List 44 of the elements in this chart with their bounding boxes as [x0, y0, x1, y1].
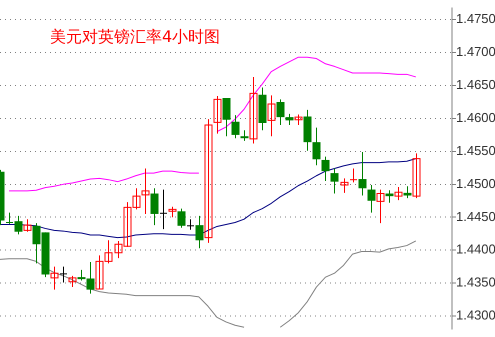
candlestick [222, 98, 230, 137]
candlestick [60, 266, 68, 283]
candlestick [250, 76, 258, 144]
candlestick [286, 113, 294, 126]
candlestick [186, 218, 194, 230]
candlestick [404, 186, 412, 199]
y-tick-label: 1.4650 [456, 77, 495, 92]
candlestick [204, 118, 212, 244]
candlestick [358, 152, 366, 196]
candlestick [168, 206, 176, 218]
candlestick [340, 178, 348, 194]
candlestick [160, 189, 168, 230]
y-tick-label: 1.4400 [456, 242, 495, 257]
candlestick [68, 275, 76, 288]
y-tick-label: 1.4750 [456, 11, 495, 26]
text: 美元对英镑汇率4小时图 [50, 26, 220, 46]
candlestick [178, 208, 186, 228]
candlestick [294, 114, 302, 126]
y-tick-label: 1.4350 [456, 274, 495, 290]
y-tick-label: 1.4550 [456, 142, 495, 158]
candlestick [50, 266, 58, 290]
y-tick-label: 1.4600 [456, 110, 495, 126]
y-tick-label: 1.4500 [456, 176, 495, 191]
candlestick [350, 168, 358, 183]
y-tick-label: 1.4700 [456, 44, 495, 60]
y-tick-label: 1.4300 [456, 308, 495, 323]
candlestick [24, 218, 32, 232]
candlestick [330, 168, 338, 194]
candlestick [312, 127, 320, 166]
candlestick [376, 189, 384, 224]
candlestick [386, 190, 394, 204]
candlestick [142, 168, 150, 214]
candlestick [368, 184, 376, 214]
candlestick [394, 186, 402, 201]
candlestick [150, 188, 158, 226]
candlestick [196, 215, 204, 249]
candlestick [214, 96, 222, 134]
candlestick [232, 114, 240, 139]
candlestick [240, 130, 248, 142]
candlestick [276, 98, 284, 126]
candlestick [268, 94, 276, 137]
candlestick [322, 156, 330, 182]
y-tick-label: 1.4450 [456, 208, 495, 224]
candlestick [412, 152, 420, 199]
